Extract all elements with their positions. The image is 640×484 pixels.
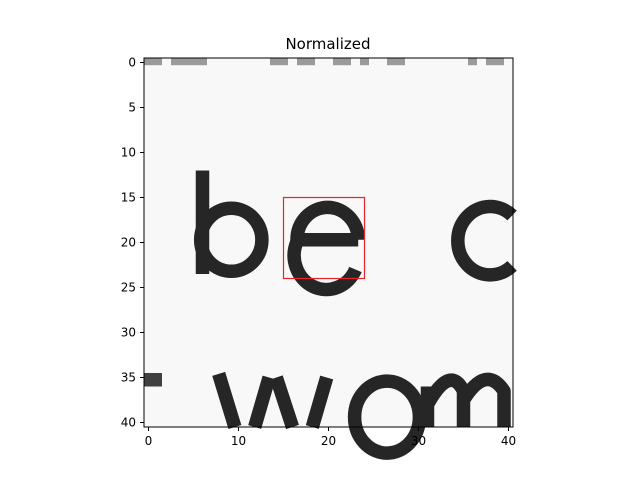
y-tick-label: 10 <box>121 146 136 160</box>
axes: 0 10 20 30 40 0 5 10 15 20 25 30 35 40 <box>121 56 516 449</box>
glyph-e-lower <box>287 238 362 297</box>
glyph-w-left <box>212 371 276 429</box>
left-edge-mark <box>144 373 162 387</box>
y-tick-label: 5 <box>128 101 136 115</box>
letter-glyphs <box>193 170 517 460</box>
top-speckle <box>198 58 207 66</box>
y-tick-label: 35 <box>121 371 136 385</box>
glyph-w-right <box>269 375 334 430</box>
glyph-c <box>451 199 517 282</box>
glyph-b-bowl <box>193 201 269 279</box>
y-tick-label: 0 <box>128 56 136 70</box>
x-tick-label: 30 <box>411 434 426 448</box>
top-speckle <box>171 58 198 66</box>
y-tick-label: 30 <box>121 326 136 340</box>
glyph-e-upper <box>290 200 365 247</box>
top-speckle <box>360 58 369 66</box>
top-speckle <box>333 58 351 66</box>
glyph-m <box>420 372 511 427</box>
top-speckle <box>387 58 405 66</box>
top-speckle <box>297 58 315 66</box>
y-tick-label: 25 <box>121 281 136 295</box>
y-tick-label: 20 <box>121 236 136 250</box>
chart-title: Normalized <box>285 35 370 53</box>
glyph-o <box>347 374 427 460</box>
image-layer <box>144 58 517 460</box>
top-speckle <box>468 58 477 66</box>
x-tick-label: 10 <box>231 434 246 448</box>
x-tick-label: 0 <box>145 434 153 448</box>
x-tick-label: 40 <box>501 434 516 448</box>
y-tick-label: 15 <box>121 191 136 205</box>
top-speckle <box>486 58 504 66</box>
x-tick-label: 20 <box>321 434 336 448</box>
y-tick-label: 40 <box>121 416 136 430</box>
top-speckle <box>270 58 288 66</box>
highlight-rectangle <box>282 196 366 280</box>
top-speckle <box>144 58 162 66</box>
